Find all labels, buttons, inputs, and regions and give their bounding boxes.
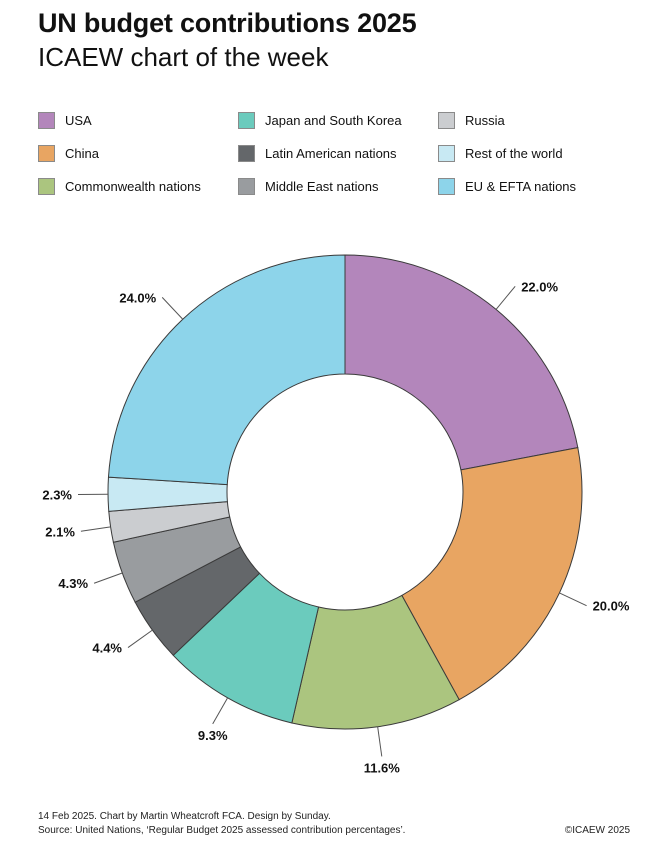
legend-swatch [238, 177, 255, 195]
data-label: 4.3% [58, 576, 88, 591]
legend-item: Latin American nations [238, 143, 397, 163]
legend-swatch [438, 144, 455, 162]
legend-swatch [38, 111, 55, 129]
data-label: 2.1% [45, 524, 75, 539]
legend-item: Russia [438, 110, 505, 130]
legend-label: Rest of the world [465, 145, 563, 161]
legend: USA Japan and South Korea Russia China Latin… [38, 110, 638, 210]
data-label: 24.0% [119, 290, 156, 305]
leader-line [127, 629, 153, 648]
legend-swatch [38, 144, 55, 162]
footer-credit: 14 Feb 2025. Chart by Martin Wheatcroft … [38, 811, 331, 822]
donut-slice [401, 447, 583, 701]
leader-line [80, 526, 111, 532]
legend-label: China [65, 145, 99, 161]
legend-item: Rest of the world [438, 143, 563, 163]
legend-label: USA [65, 112, 92, 128]
data-label: 9.3% [198, 728, 228, 743]
data-label: 22.0% [521, 279, 558, 294]
legend-swatch [38, 177, 55, 195]
legend-swatch [438, 111, 455, 129]
legend-label: Japan and South Korea [265, 112, 402, 128]
legend-swatch [238, 144, 255, 162]
legend-item: EU & EFTA nations [438, 176, 576, 196]
donut-slice [344, 254, 579, 471]
legend-label: EU & EFTA nations [465, 178, 577, 194]
data-label: 11.6% [364, 760, 401, 775]
leader-line [161, 297, 184, 320]
footer-source: Source: United Nations, ‘Regular Budget … [38, 825, 406, 836]
data-label: 2.3% [42, 488, 72, 503]
donut-chart: 22.0% 20.0% 11.6% 9.3% 4.4% 4.3% 2.1% 2.3% 24.0% [42, 254, 630, 775]
leader-line [377, 726, 383, 757]
chart-title: UN budget contributions 2025 [38, 8, 417, 38]
data-label: 20.0% [593, 599, 630, 614]
leader-line [495, 285, 516, 310]
legend-swatch [238, 111, 255, 129]
legend-item: Middle East nations [238, 176, 378, 196]
footer-copyright: ©ICAEW 2025 [564, 825, 630, 836]
chart-subtitle: ICAEW chart of the week [38, 42, 329, 72]
legend-item: USA [38, 110, 92, 130]
leader-line [559, 592, 587, 607]
legend-item: Commonwealth nations [38, 176, 201, 196]
leader-line [212, 697, 229, 725]
data-label: 4.4% [92, 641, 122, 656]
legend-label: Commonwealth nations [65, 178, 201, 194]
legend-label: Latin American nations [265, 145, 397, 161]
legend-label: Russia [465, 112, 505, 128]
donut-slice [107, 254, 346, 486]
legend-item: Japan and South Korea [238, 110, 402, 130]
leader-line [93, 572, 123, 584]
legend-swatch [438, 177, 455, 195]
legend-item: China [38, 143, 99, 163]
legend-label: Middle East nations [265, 178, 379, 194]
